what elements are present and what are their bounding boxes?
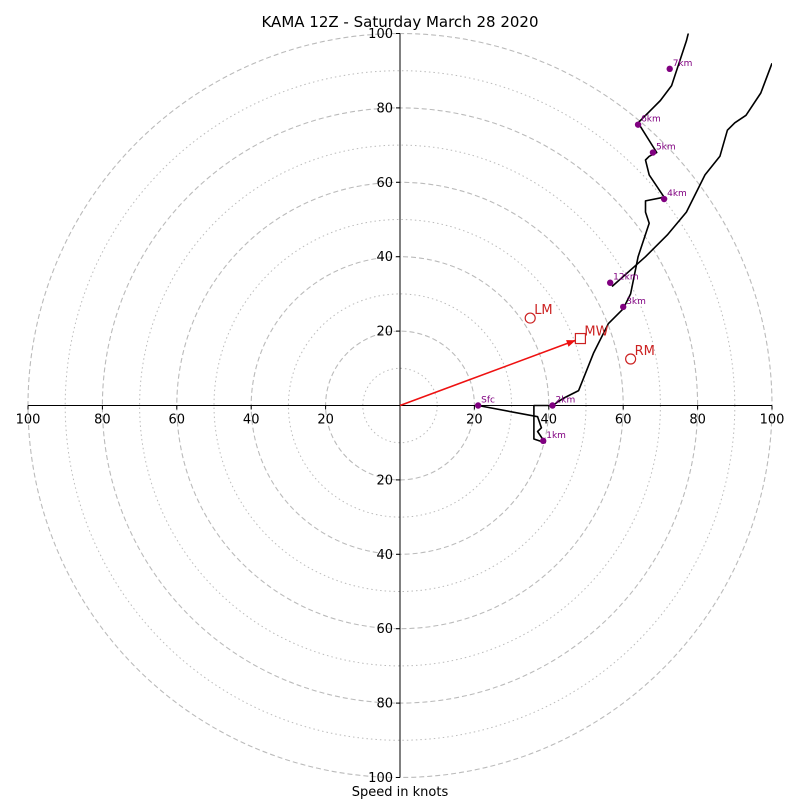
mw-marker [574, 332, 587, 345]
height-marker-7km [666, 65, 673, 73]
y-tick-label: 20 [376, 473, 393, 488]
height-label-Sfc: Sfc [481, 396, 495, 406]
x-tick-label: 80 [94, 413, 111, 428]
y-tick-label: 60 [376, 622, 393, 637]
y-tick-label: 20 [376, 325, 393, 340]
height-marker-3km [620, 303, 627, 311]
x-tick-label: 20 [466, 413, 483, 428]
x-tick-label: 60 [615, 413, 632, 428]
trace-upper [611, 63, 772, 288]
x-tick-label: 20 [317, 413, 334, 428]
y-tick-label: 60 [376, 176, 393, 191]
height-label-4km: 4km [667, 189, 687, 199]
height-marker-1km [540, 437, 547, 445]
tick-labels: 20 20 20 20 40 40 40 40 60 60 60 60 80 80 80 80 100 100 10… [16, 27, 785, 786]
x-tick-label: 100 [16, 413, 41, 428]
height-marker-4km [660, 195, 668, 203]
height-marker-6km [634, 121, 642, 128]
height-label-12km: 12km [613, 273, 638, 283]
height-marker-Sfc [474, 402, 482, 409]
lm-marker [524, 312, 536, 324]
y-tick-label: 100 [368, 27, 393, 42]
mw-label: MW [584, 325, 608, 340]
x-tick-label: 100 [760, 413, 785, 428]
y-tick-label: 80 [376, 697, 393, 712]
x-tick-label: 40 [243, 413, 260, 428]
height-label-3km: 3km [626, 297, 646, 307]
height-label-6km: 6km [641, 115, 661, 125]
mean-wind-vector [399, 339, 577, 407]
x-tick-label: 80 [689, 413, 706, 428]
y-tick-label: 80 [376, 101, 393, 116]
mean-wind-arrowhead [566, 340, 576, 347]
y-tick-label: 40 [376, 250, 393, 265]
height-marker-12km [606, 279, 614, 286]
height-markers: Sfc 1km 2km 3km 4km 5km 6km 7km 12km [474, 59, 693, 445]
height-marker-5km [649, 149, 657, 156]
y-tick-label: 40 [376, 548, 393, 563]
height-label-5km: 5km [656, 143, 676, 153]
height-marker-2km [549, 402, 556, 409]
trace-low-mid [477, 33, 690, 444]
y-tick-label: 100 [368, 771, 393, 786]
height-label-2km: 2km [556, 396, 576, 406]
x-tick-label: 60 [169, 413, 186, 428]
storm-motion-markers: MW LM RM [399, 303, 655, 407]
height-label-7km: 7km [673, 59, 693, 69]
x-tick-label: 40 [541, 413, 558, 428]
rm-label: RM [635, 344, 655, 359]
lm-label: LM [534, 303, 552, 318]
rm-marker [625, 353, 637, 365]
x-axis-label: Speed in knots [352, 785, 449, 800]
wind-trace [477, 33, 772, 444]
height-label-1km: 1km [546, 431, 566, 441]
chart-title: KAMA 12Z - Saturday March 28 2020 [261, 13, 538, 31]
